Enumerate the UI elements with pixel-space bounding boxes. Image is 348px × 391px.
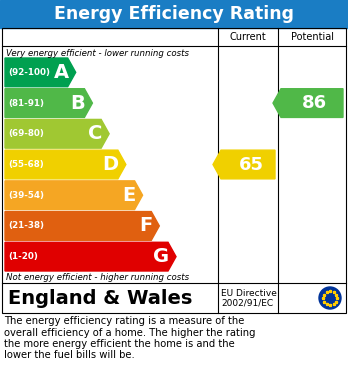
Text: G: G: [153, 247, 169, 266]
Text: A: A: [54, 63, 69, 82]
Polygon shape: [5, 119, 109, 148]
Text: Current: Current: [230, 32, 266, 42]
Text: F: F: [139, 217, 152, 235]
Text: The energy efficiency rating is a measure of the: The energy efficiency rating is a measur…: [4, 316, 244, 326]
Text: C: C: [88, 124, 102, 143]
Text: 65: 65: [238, 156, 263, 174]
Bar: [0, 0, 348, 28]
Bar: [2, 28, 346, 313]
Text: Very energy efficient - lower running costs: Very energy efficient - lower running co…: [6, 49, 189, 58]
Polygon shape: [5, 150, 126, 179]
Polygon shape: [5, 242, 176, 271]
Polygon shape: [5, 181, 143, 210]
Text: (69-80): (69-80): [8, 129, 44, 138]
Text: (21-38): (21-38): [8, 221, 44, 230]
Text: (39-54): (39-54): [8, 191, 44, 200]
Circle shape: [319, 287, 341, 309]
Text: the more energy efficient the home is and the: the more energy efficient the home is an…: [4, 339, 235, 349]
Text: B: B: [71, 93, 85, 113]
Text: Energy Efficiency Rating: Energy Efficiency Rating: [54, 5, 294, 23]
Text: (81-91): (81-91): [8, 99, 44, 108]
Text: EU Directive: EU Directive: [221, 289, 277, 298]
Text: lower the fuel bills will be.: lower the fuel bills will be.: [4, 350, 135, 361]
Text: Not energy efficient - higher running costs: Not energy efficient - higher running co…: [6, 273, 189, 282]
Text: 2002/91/EC: 2002/91/EC: [221, 298, 273, 307]
Text: overall efficiency of a home. The higher the rating: overall efficiency of a home. The higher…: [4, 328, 255, 337]
Polygon shape: [213, 150, 275, 179]
Text: (1-20): (1-20): [8, 252, 38, 261]
Text: Potential: Potential: [291, 32, 333, 42]
Polygon shape: [5, 89, 93, 117]
Text: England & Wales: England & Wales: [8, 289, 192, 307]
Text: (55-68): (55-68): [8, 160, 44, 169]
Text: D: D: [103, 155, 119, 174]
Polygon shape: [273, 89, 343, 117]
Polygon shape: [5, 212, 159, 240]
Text: (92-100): (92-100): [8, 68, 50, 77]
Text: 86: 86: [301, 94, 326, 112]
Polygon shape: [5, 58, 76, 87]
Text: E: E: [122, 186, 136, 205]
